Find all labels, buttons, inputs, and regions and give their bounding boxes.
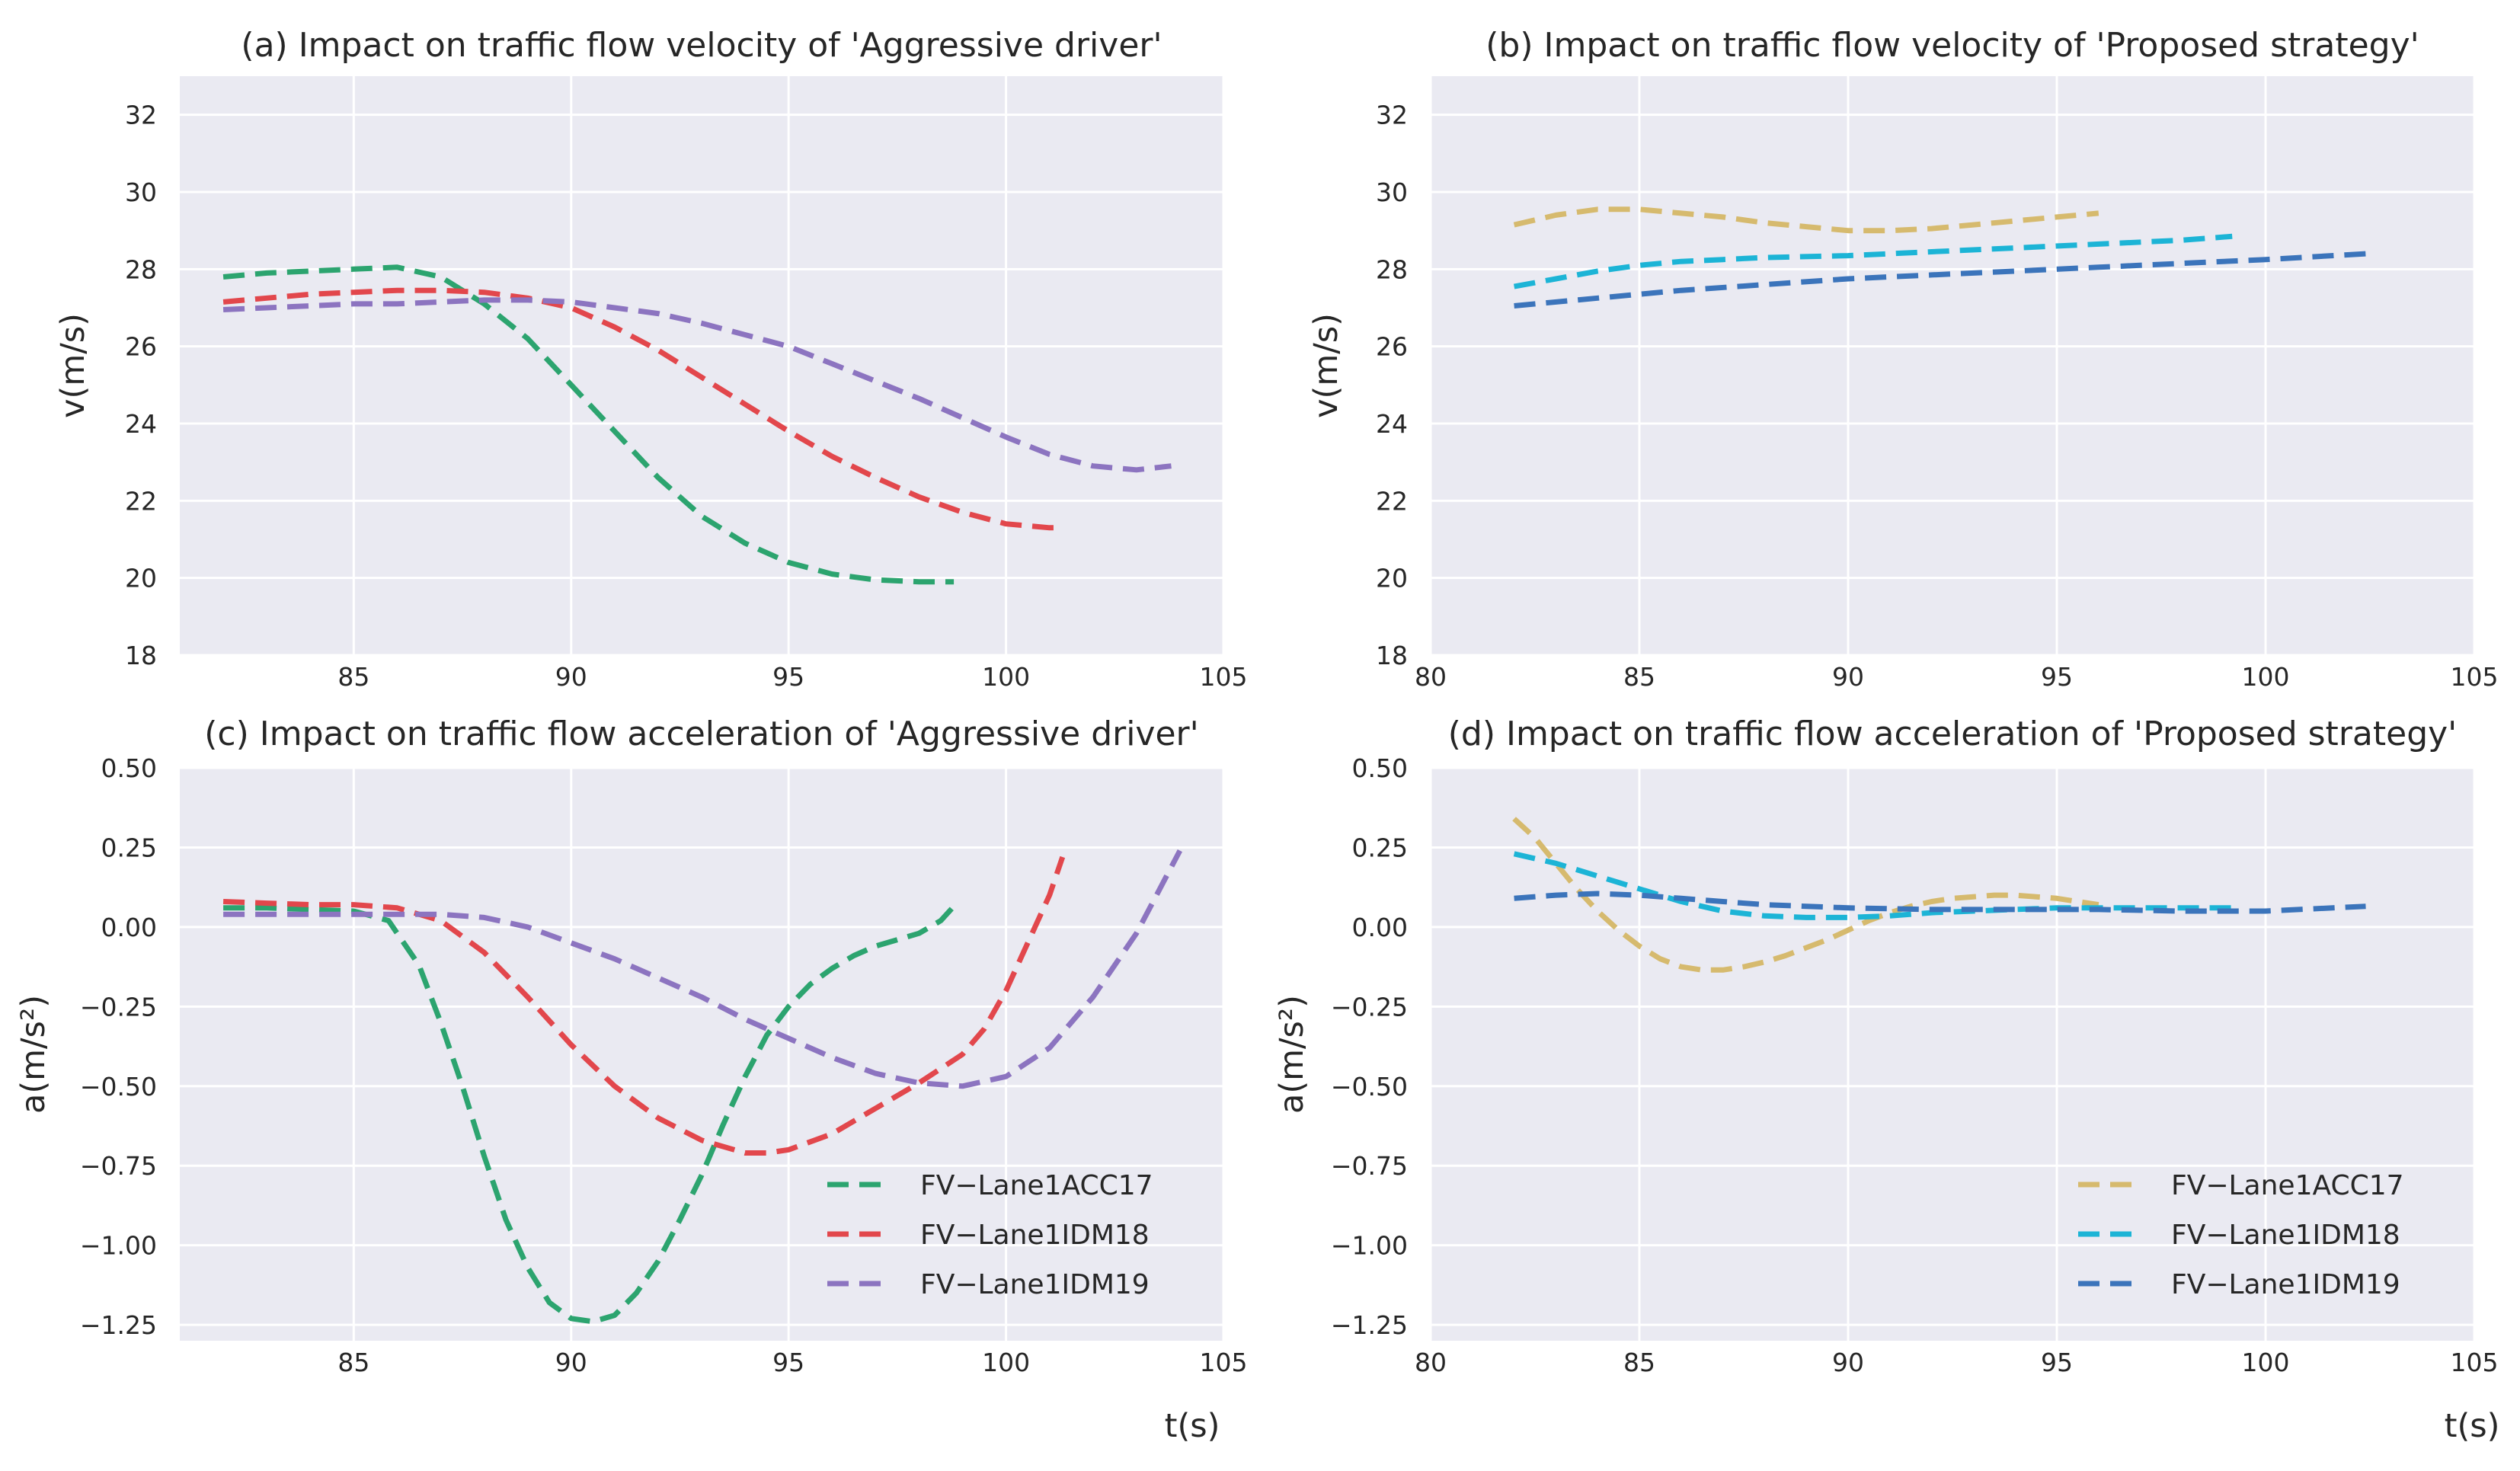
y-tick-label: −0.50 bbox=[1331, 1072, 1408, 1102]
y-tick-label: 28 bbox=[1376, 254, 1408, 284]
y-tick-label: −0.50 bbox=[80, 1072, 157, 1102]
panel-d: 80 85 90 95 100 105 −1.25 −1.00 −0.75 −0.50 −0.25 0… bbox=[1273, 715, 2499, 1445]
y-tick-label: −1.00 bbox=[80, 1231, 157, 1261]
chart-title-c: (c) Impact on traffic flow acceleration … bbox=[204, 715, 1198, 753]
x-tick-label: 80 bbox=[1415, 662, 1447, 692]
plot-area-d bbox=[1431, 768, 2474, 1341]
legend-label: FV−Lane1IDM18 bbox=[2171, 1220, 2400, 1251]
y-tick-label: −1.00 bbox=[1331, 1231, 1408, 1261]
x-tick-label: 105 bbox=[2451, 1348, 2499, 1377]
x-tick-label: 105 bbox=[2451, 662, 2499, 692]
x-tick-label: 90 bbox=[555, 1348, 587, 1377]
series-line-fv-lane1idm18 bbox=[222, 287, 1063, 531]
y-tick-label: 20 bbox=[1376, 564, 1408, 593]
y-axis-label: a(m/s²) bbox=[14, 995, 53, 1114]
y-tick-label: 30 bbox=[125, 177, 157, 207]
series-line-fv-lane1idm19 bbox=[1514, 891, 2366, 914]
y-tick-label: 26 bbox=[1376, 332, 1408, 362]
series-line-fv-lane1idm18 bbox=[1513, 233, 2233, 289]
x-tick-label: 80 bbox=[1415, 1348, 1447, 1377]
legend-label: FV−Lane1IDM19 bbox=[920, 1269, 1150, 1300]
y-tick-label: −0.25 bbox=[1331, 992, 1408, 1022]
series-line-fv-lane1idm18 bbox=[1513, 851, 2233, 920]
plot-area-c bbox=[180, 768, 1223, 1341]
y-axis-label: a(m/s²) bbox=[1273, 995, 1311, 1114]
y-tick-label: −0.25 bbox=[80, 992, 157, 1022]
x-tick-label: 95 bbox=[2041, 662, 2073, 692]
x-tick-label: 90 bbox=[555, 662, 587, 692]
chart-title-d: (d) Impact on traffic flow acceleration … bbox=[1448, 715, 2458, 753]
x-tick-label: 85 bbox=[337, 1348, 369, 1377]
legend-label: FV−Lane1ACC17 bbox=[2171, 1170, 2404, 1201]
y-tick-label: 0.00 bbox=[101, 913, 157, 942]
y-tick-label: 32 bbox=[1376, 101, 1408, 130]
chart-title-b: (b) Impact on traffic flow velocity of '… bbox=[1485, 26, 2419, 65]
x-tick-label: 100 bbox=[2242, 1348, 2290, 1377]
y-tick-label: 32 bbox=[125, 101, 157, 130]
legend-label: FV−Lane1IDM19 bbox=[2171, 1269, 2400, 1300]
panel-c: 85 90 95 100 105 −1.25 −1.00 −0.75 −0.50 −0.25 0.0… bbox=[14, 715, 1248, 1445]
y-tick-label: −0.75 bbox=[1331, 1151, 1408, 1181]
series-line-fv-lane1acc17 bbox=[223, 900, 961, 1325]
y-tick-label: 0.50 bbox=[101, 753, 157, 783]
y-tick-label: 28 bbox=[125, 254, 157, 284]
y-tick-label: 24 bbox=[1376, 409, 1408, 439]
x-tick-label: 100 bbox=[982, 1348, 1030, 1377]
plot-area-a bbox=[180, 76, 1223, 655]
x-tick-label: 100 bbox=[982, 662, 1030, 692]
y-tick-label: 0.25 bbox=[1352, 833, 1408, 862]
x-axis-label: t(s) bbox=[2445, 1407, 2500, 1445]
y-tick-label: 18 bbox=[1376, 641, 1408, 670]
series-line-fv-lane1idm19 bbox=[222, 297, 1172, 473]
y-tick-label: 18 bbox=[125, 641, 157, 670]
y-tick-label: 0.00 bbox=[1352, 913, 1408, 942]
legend-label: FV−Lane1ACC17 bbox=[920, 1170, 1153, 1201]
y-tick-label: 24 bbox=[125, 409, 157, 439]
legend-label: FV−Lane1IDM18 bbox=[920, 1220, 1150, 1251]
y-axis-label: v(m/s) bbox=[54, 313, 92, 418]
y-tick-label: 22 bbox=[1376, 486, 1408, 516]
y-tick-label: 0.25 bbox=[101, 833, 157, 862]
y-tick-label: −1.25 bbox=[80, 1310, 157, 1340]
x-tick-label: 85 bbox=[1623, 1348, 1655, 1377]
series-line-fv-lane1acc17 bbox=[1512, 817, 2099, 973]
panel-a: 85 90 95 100 105 18 20 22 24 26 28 30 32 (a) Impact o… bbox=[54, 26, 1248, 692]
x-tick-label: 85 bbox=[1623, 662, 1655, 692]
chart-title-a: (a) Impact on traffic flow velocity of '… bbox=[241, 26, 1162, 65]
y-tick-label: −1.25 bbox=[1331, 1310, 1408, 1340]
y-tick-label: 22 bbox=[125, 486, 157, 516]
x-axis-label: t(s) bbox=[1165, 1407, 1220, 1445]
x-tick-label: 100 bbox=[2242, 662, 2290, 692]
x-tick-label: 95 bbox=[2041, 1348, 2073, 1377]
series-line-fv-lane1acc17 bbox=[222, 264, 955, 585]
series-line-fv-lane1idm19 bbox=[223, 849, 1182, 1089]
x-tick-label: 90 bbox=[1832, 1348, 1864, 1377]
x-tick-label: 95 bbox=[772, 1348, 804, 1377]
x-tick-label: 105 bbox=[1200, 662, 1248, 692]
x-tick-label: 105 bbox=[1200, 1348, 1248, 1377]
y-tick-label: −0.75 bbox=[80, 1151, 157, 1181]
y-tick-label: 20 bbox=[125, 564, 157, 593]
x-tick-label: 90 bbox=[1832, 662, 1864, 692]
y-tick-label: 30 bbox=[1376, 177, 1408, 207]
series-line-fv-lane1acc17 bbox=[1513, 206, 2099, 234]
panel-b: 80 85 90 95 100 105 18 20 22 24 26 28 30 32 (b) Impact… bbox=[1307, 26, 2499, 692]
y-tick-label: 0.50 bbox=[1352, 753, 1408, 783]
y-axis-label: v(m/s) bbox=[1307, 313, 1345, 418]
x-tick-label: 95 bbox=[772, 662, 804, 692]
x-tick-label: 85 bbox=[337, 662, 369, 692]
plot-area-b bbox=[1431, 76, 2474, 655]
series-line-fv-lane1idm18 bbox=[222, 855, 1066, 1156]
series-line-fv-lane1idm19 bbox=[1514, 251, 2366, 309]
y-tick-label: 26 bbox=[125, 332, 157, 362]
